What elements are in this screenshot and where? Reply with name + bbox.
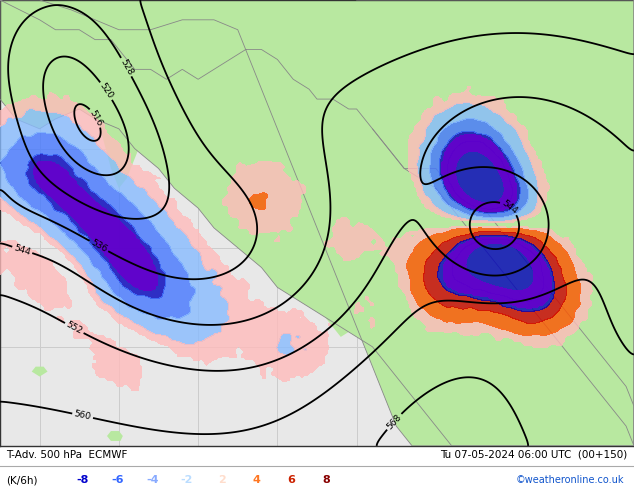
Polygon shape <box>107 431 123 441</box>
Text: -4: -4 <box>146 475 158 485</box>
Polygon shape <box>245 109 269 188</box>
Text: ©weatheronline.co.uk: ©weatheronline.co.uk <box>516 475 624 485</box>
Text: 4: 4 <box>253 475 261 485</box>
Text: 568: 568 <box>385 412 403 431</box>
Polygon shape <box>32 367 48 376</box>
Text: Tu 07-05-2024 06:00 UTC  (00+150): Tu 07-05-2024 06:00 UTC (00+150) <box>441 450 628 460</box>
Text: (K/6h): (K/6h) <box>6 475 38 485</box>
Polygon shape <box>0 0 634 446</box>
Text: -8: -8 <box>76 475 89 485</box>
Polygon shape <box>301 238 356 337</box>
Text: 560: 560 <box>74 410 92 422</box>
Text: 516: 516 <box>88 108 105 127</box>
Text: 544: 544 <box>13 243 32 257</box>
Polygon shape <box>95 70 150 188</box>
Text: 2: 2 <box>218 475 226 485</box>
Text: T-Adv. 500 hPa  ECMWF: T-Adv. 500 hPa ECMWF <box>6 450 127 460</box>
Text: 536: 536 <box>89 238 108 254</box>
Polygon shape <box>340 268 372 317</box>
Text: -6: -6 <box>111 475 124 485</box>
Text: 6: 6 <box>288 475 295 485</box>
Text: -2: -2 <box>181 475 193 485</box>
Text: 520: 520 <box>98 81 115 100</box>
Polygon shape <box>238 178 278 228</box>
Polygon shape <box>0 0 634 446</box>
Text: 8: 8 <box>323 475 330 485</box>
Text: 544: 544 <box>500 198 519 216</box>
Text: 528: 528 <box>118 57 134 77</box>
Text: 552: 552 <box>65 320 84 336</box>
